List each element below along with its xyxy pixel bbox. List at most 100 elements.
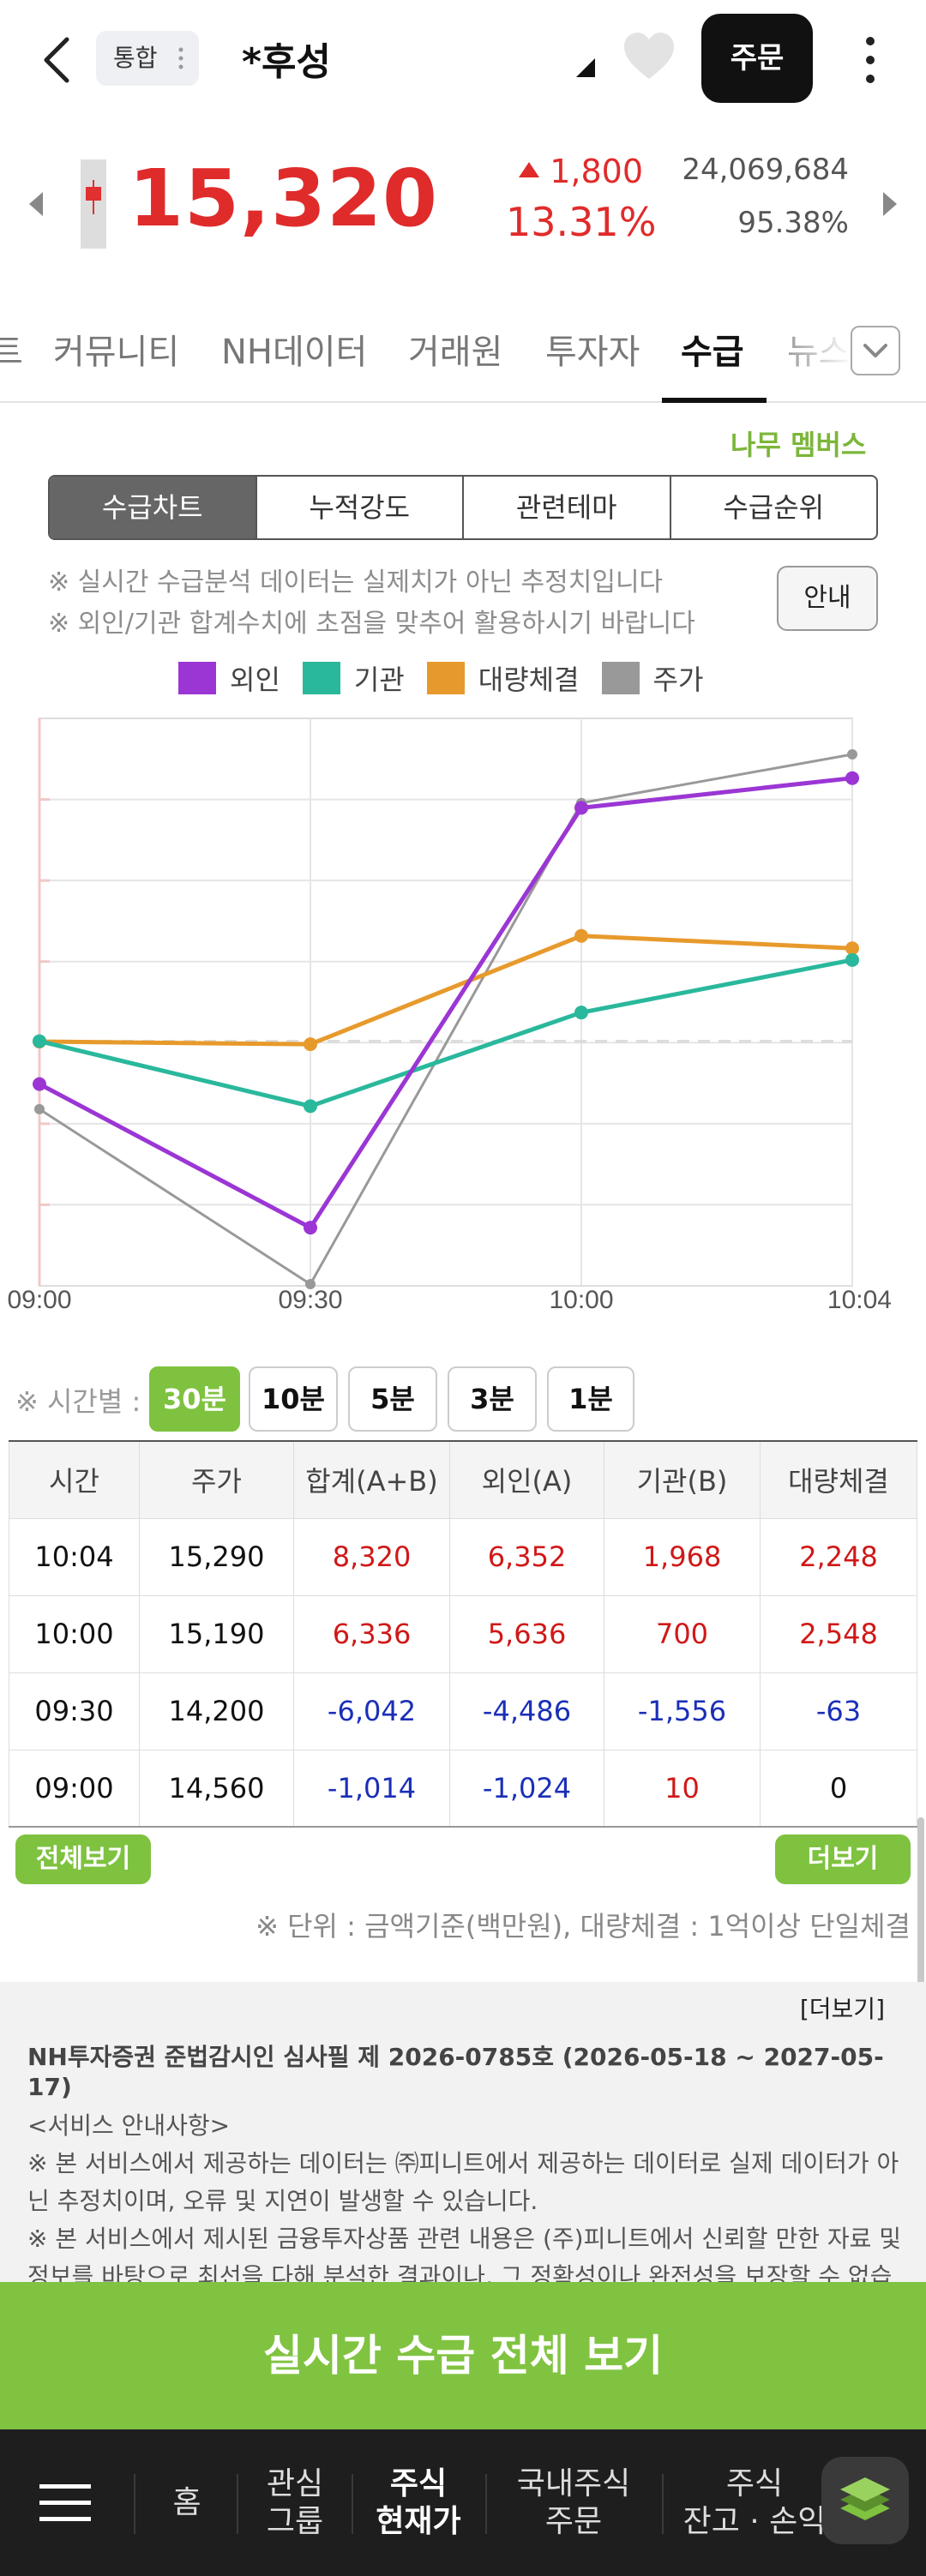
chevron-down-icon [863, 344, 887, 357]
legend-item: 외인 [178, 658, 280, 698]
back-arrow-icon[interactable] [38, 34, 81, 86]
unit-note: ※ 단위 : 금액기준(백만원), 대량체결 : 1억이상 단일체결 [256, 1910, 911, 1943]
cell-sum: -6,042 [293, 1672, 450, 1750]
tab-supply-demand[interactable]: 수급 [681, 333, 744, 372]
legend-label: 대량체결 [478, 664, 580, 696]
more-button[interactable]: 더보기 [775, 1834, 911, 1884]
nav-separator [352, 2474, 353, 2534]
notice-line: ※ 실시간 수급분석 데이터는 실제치가 아닌 추정치입니다 [48, 567, 664, 597]
cell-sum: 6,336 [293, 1594, 450, 1673]
prev-stock-arrow-icon[interactable] [29, 192, 43, 216]
heart-icon[interactable] [621, 29, 677, 86]
data-point-주가 [305, 1279, 316, 1289]
cell-sum: 8,320 [293, 1517, 450, 1596]
data-point-대량체결 [845, 941, 859, 956]
data-point-기관 [33, 1034, 46, 1048]
col-institution: 기관(B) [604, 1440, 761, 1519]
table-row: 09:00 14,560 -1,014 -1,024 10 0 [9, 1749, 917, 1828]
tab-investor[interactable]: 투자자 [545, 333, 640, 372]
nav-balance[interactable]: 주식 잔고 · 손익 [677, 2429, 832, 2576]
tab-bar: 트 커뮤니티 NH데이터 거래원 투자자 수급 뉴스 [0, 309, 926, 403]
cell-foreign: 6,352 [449, 1517, 604, 1596]
segment-theme[interactable]: 관련테마 [462, 477, 670, 538]
nav-label: 주식 잔고 · 손익 [682, 2465, 827, 2539]
cell-block-trade: 0 [760, 1749, 917, 1828]
col-sum: 합계(A+B) [293, 1440, 450, 1519]
period-10m-button[interactable]: 10분 [249, 1366, 338, 1432]
notice-line: ※ 외인/기관 합계수치에 초점을 맞추어 활용하시기 바랍니다 [48, 609, 695, 639]
legend-label: 주가 [652, 664, 704, 696]
data-point-기관 [574, 1006, 588, 1020]
data-point-대량체결 [574, 928, 588, 943]
supply-line-chart: 09:00 09:30 10:00 10:04 [7, 718, 892, 1314]
nav-home[interactable]: 홈 [151, 2429, 223, 2576]
chart-legend: 외인 기관 대량체결 주가 [178, 658, 725, 698]
legend-item: 대량체결 [426, 658, 580, 698]
segment-ranking[interactable]: 수급순위 [669, 477, 877, 538]
nav-separator [485, 2474, 487, 2534]
info-line: ※ 본 서비스에서 제시된 금융투자상품 관련 내용은 (주)피니트에서 신뢰할… [27, 2225, 902, 2282]
series-line-주가 [39, 753, 853, 1287]
legend-item: 기관 [302, 658, 405, 698]
volume-info: 24,069,684 95.38% [677, 153, 849, 240]
period-label: ※ 시간별 : [15, 1385, 141, 1418]
legend-label: 기관 [353, 664, 405, 696]
more-menu-icon[interactable] [857, 33, 883, 87]
period-30m-button[interactable]: 30분 [149, 1366, 240, 1432]
price-change: 1,800 13.31% [506, 153, 657, 245]
series-line-대량체결 [39, 934, 853, 1047]
table-row: 10:04 15,290 8,320 6,352 1,968 2,248 [9, 1517, 917, 1596]
col-price: 주가 [139, 1440, 294, 1519]
cell-price: 15,290 [139, 1517, 294, 1596]
col-block-trade: 대량체결 [760, 1440, 917, 1519]
segment-supply-chart[interactable]: 수급차트 [50, 477, 256, 538]
tab-expand-button[interactable] [851, 326, 900, 375]
view-all-button[interactable]: 전체보기 [15, 1834, 151, 1884]
info-more-link[interactable]: [더보기] [799, 1995, 885, 2023]
stock-name[interactable]: *후성 [242, 40, 331, 84]
top-bar: 통합 *후성 주문 [0, 0, 926, 120]
market-chip[interactable]: 통합 [96, 31, 199, 86]
data-point-외인 [845, 771, 859, 785]
service-info: [더보기] NH투자증권 준법감시인 심사필 제 2026-0785호 (202… [0, 1982, 926, 2282]
volume: 24,069,684 [682, 153, 849, 187]
tab-nh-data[interactable]: NH데이터 [221, 333, 368, 372]
guide-button[interactable]: 안내 [777, 566, 878, 631]
order-button[interactable]: 주문 [701, 14, 813, 103]
cell-block-trade: -63 [760, 1672, 917, 1750]
hamburger-menu-icon[interactable] [39, 2483, 91, 2524]
segment-control: 수급차트 누적강도 관련테마 수급순위 [48, 475, 878, 540]
data-point-대량체결 [304, 1037, 317, 1052]
x-tick-label: 09:00 [7, 1286, 71, 1314]
data-point-기관 [304, 1099, 317, 1114]
period-3m-button[interactable]: 3분 [448, 1366, 537, 1432]
tab-broker[interactable]: 거래원 [408, 333, 503, 372]
nav-domestic-order[interactable]: 국내주식 주문 [501, 2429, 646, 2576]
cell-time: 10:04 [9, 1517, 140, 1596]
chip-dots-icon [178, 47, 183, 69]
tab-chart[interactable]: 트 [0, 333, 23, 372]
tab-community[interactable]: 커뮤니티 [53, 333, 180, 372]
cell-time: 09:00 [9, 1749, 140, 1828]
period-1m-button[interactable]: 1분 [547, 1366, 634, 1432]
cell-institution: 700 [604, 1594, 761, 1673]
series-line-외인 [38, 776, 853, 1231]
nav-watchlist[interactable]: 관심 그룹 [254, 2429, 336, 2576]
realtime-all-button[interactable]: 실시간 수급 전체 보기 [0, 2282, 926, 2429]
nav-separator [237, 2474, 238, 2534]
supply-table: 시간 주가 합계(A+B) 외인(A) 기관(B) 대량체결 10:04 15,… [9, 1440, 917, 1828]
change-percent: 13.31% [506, 199, 657, 245]
data-point-외인 [33, 1077, 46, 1091]
period-5m-button[interactable]: 5분 [348, 1366, 437, 1432]
change-value: 1,800 [550, 153, 643, 190]
members-label[interactable]: 나무 멤버스 [731, 429, 867, 461]
layers-button[interactable] [821, 2457, 909, 2544]
legend-swatch [302, 662, 340, 694]
nav-stock-price[interactable]: 주식 현재가 [367, 2429, 470, 2576]
segment-cumulative[interactable]: 누적강도 [255, 477, 463, 538]
nav-label: 주식 현재가 [376, 2465, 461, 2539]
next-stock-arrow-icon[interactable] [883, 192, 897, 216]
corner-triangle-icon [576, 58, 595, 77]
info-title: <서비스 안내사항> [27, 2111, 231, 2140]
x-tick-label: 10:04 [827, 1286, 892, 1314]
